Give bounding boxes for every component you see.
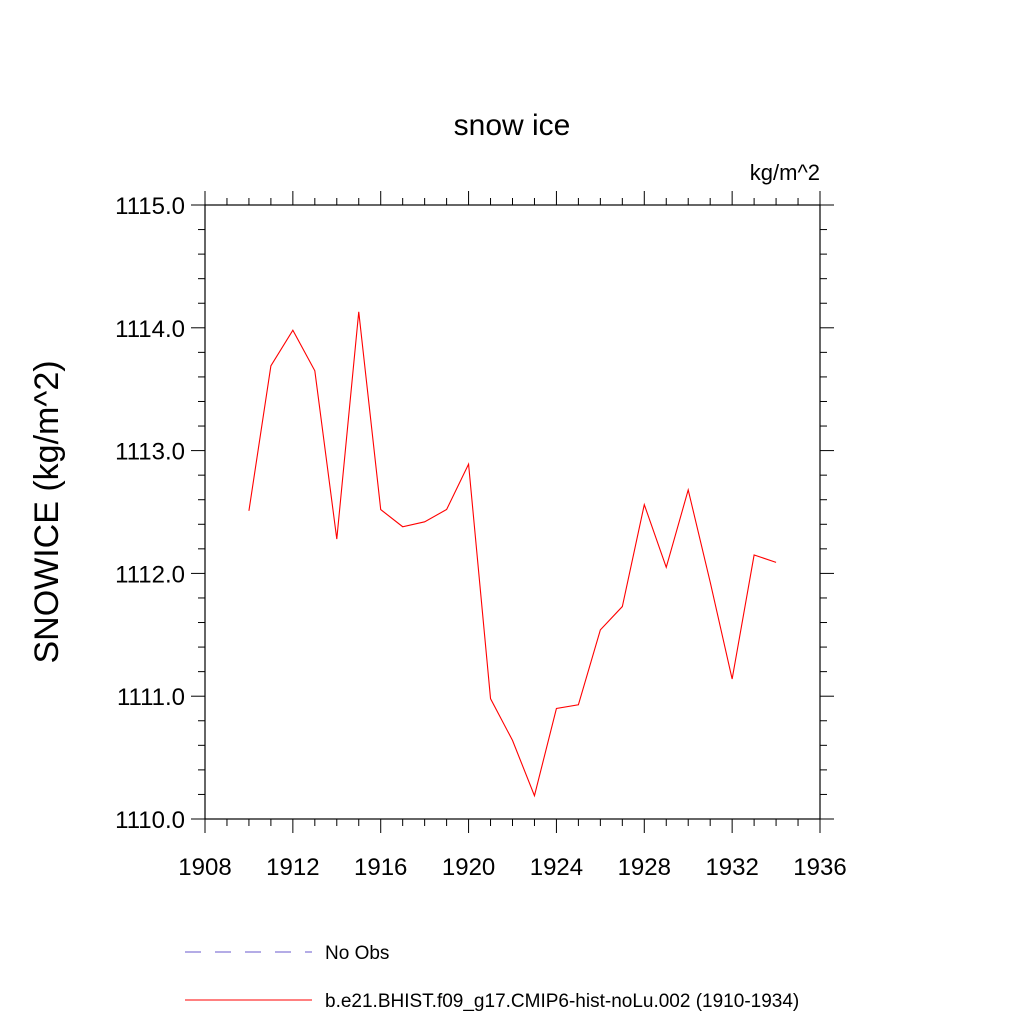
x-tick-label: 1916 <box>354 854 407 881</box>
plot-frame <box>204 204 821 820</box>
chart-title: snow ice <box>454 109 571 142</box>
x-tick-label: 1924 <box>530 854 583 881</box>
x-tick-label: 1928 <box>618 854 671 881</box>
legend: No Obs b.e21.BHIST.f09_g17.CMIP6-hist-noL… <box>185 943 799 1012</box>
y-axis-label: SNOWICE (kg/m^2) <box>28 360 66 663</box>
y-tick-label: 1112.0 <box>115 561 185 588</box>
series-layer <box>248 311 777 798</box>
legend-label: No Obs <box>325 943 389 964</box>
x-tick-label: 1932 <box>705 854 758 881</box>
legend-label: b.e21.BHIST.f09_g17.CMIP6-hist-noLu.002 … <box>325 991 799 1012</box>
x-tick-label: 1936 <box>793 854 846 881</box>
x-tick-label: 1912 <box>266 854 319 881</box>
y-tick-label: 1110.0 <box>115 807 185 834</box>
y-tick-label: 1115.0 <box>115 193 185 220</box>
series-line <box>248 311 777 798</box>
x-tick-label: 1908 <box>178 854 231 881</box>
x-tick-label: 1920 <box>442 854 495 881</box>
x-ticks: 1908 1912 1916 1920 1924 1928 1932 1936 <box>178 191 847 881</box>
y-tick-label: 1111.0 <box>117 684 185 711</box>
y-tick-label: 1113.0 <box>115 439 185 466</box>
y-ticks: 1110.0 1111.0 1112.0 1113.0 1114.0 1115.0 <box>115 193 834 834</box>
y-tick-label: 1114.0 <box>115 316 185 343</box>
units-label: kg/m^2 <box>750 160 820 185</box>
